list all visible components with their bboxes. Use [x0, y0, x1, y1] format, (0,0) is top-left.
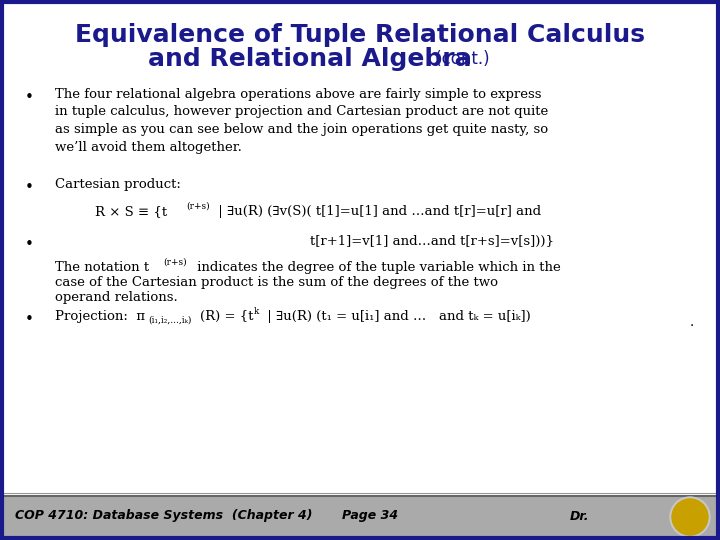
FancyBboxPatch shape: [2, 496, 718, 538]
Text: •: •: [25, 312, 34, 327]
Text: k: k: [254, 307, 259, 316]
Text: Projection:  π: Projection: π: [55, 310, 145, 323]
Text: and Relational Algebra: and Relational Algebra: [148, 47, 472, 71]
Text: | ∃u(R) (t₁ = u[i₁] and …   and tₖ = u[iₖ]): | ∃u(R) (t₁ = u[i₁] and … and tₖ = u[iₖ]…: [263, 310, 531, 323]
Text: (cont.): (cont.): [430, 50, 490, 68]
Text: t[r+1]=v[1] and…and t[r+s]=v[s]))}: t[r+1]=v[1] and…and t[r+s]=v[s]))}: [310, 235, 554, 248]
Text: The notation t: The notation t: [55, 261, 149, 274]
Text: •: •: [25, 237, 34, 252]
Text: case of the Cartesian product is the sum of the degrees of the two: case of the Cartesian product is the sum…: [55, 276, 498, 289]
Circle shape: [672, 499, 708, 535]
Text: | ∃u(R) (∃v(S)( t[1]=u[1] and …and t[r]=u[r] and: | ∃u(R) (∃v(S)( t[1]=u[1] and …and t[r]=…: [214, 205, 541, 218]
Text: (i₁,i₂,...,iₖ): (i₁,i₂,...,iₖ): [148, 316, 192, 325]
Text: (r+s): (r+s): [186, 202, 210, 211]
Text: The four relational algebra operations above are fairly simple to express
in tup: The four relational algebra operations a…: [55, 88, 548, 153]
Text: Equivalence of Tuple Relational Calculus: Equivalence of Tuple Relational Calculus: [75, 23, 645, 47]
Text: (r+s): (r+s): [163, 258, 186, 267]
Text: Cartesian product:: Cartesian product:: [55, 178, 181, 191]
Text: •: •: [25, 180, 34, 195]
Text: R × S ≡ {t: R × S ≡ {t: [95, 205, 167, 218]
Text: .: .: [690, 316, 694, 329]
Text: operand relations.: operand relations.: [55, 291, 178, 304]
Circle shape: [670, 497, 710, 537]
Text: (R) = {t: (R) = {t: [200, 310, 253, 323]
Text: Dr.: Dr.: [570, 510, 590, 523]
Text: •: •: [25, 90, 34, 105]
Text: Page 34: Page 34: [342, 510, 398, 523]
Text: indicates the degree of the tuple variable which in the: indicates the degree of the tuple variab…: [193, 261, 561, 274]
Text: COP 4710: Database Systems  (Chapter 4): COP 4710: Database Systems (Chapter 4): [15, 510, 312, 523]
